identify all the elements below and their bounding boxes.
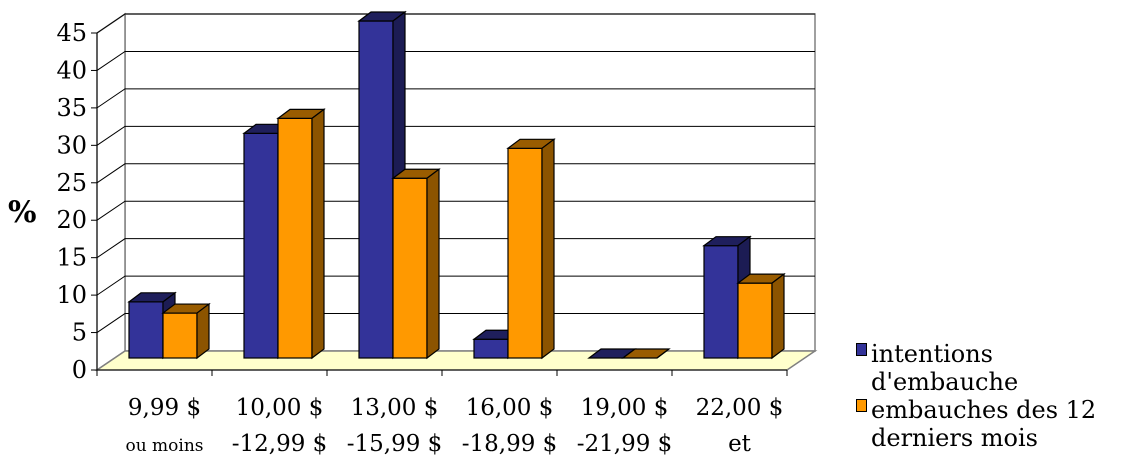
gridline: [96, 275, 815, 296]
x-category-label: 22,00 $: [696, 395, 784, 421]
x-category-label: ou moins: [125, 436, 203, 456]
y-tick-label: 40: [56, 56, 87, 84]
legend: intentions d'embauche embauches des 12 d…: [853, 340, 1131, 452]
gridlines: [96, 13, 815, 333]
bar-2-1: [161, 302, 211, 360]
legend-item-series-2: embauches des 12 derniers mois: [853, 396, 1131, 452]
bar-front: [128, 301, 164, 359]
x-category-label: 19,00 $: [581, 395, 669, 421]
bar-side: [541, 138, 555, 360]
bar-front: [703, 245, 739, 359]
x-category-label: 16,00 $: [466, 395, 554, 421]
bar-front: [507, 147, 543, 359]
y-tick-label: 20: [56, 206, 87, 234]
gridline: [96, 163, 815, 184]
y-tick-label: 0: [72, 356, 87, 384]
y-axis-label: %: [8, 195, 37, 230]
y-axis: 0 5 10 15 20 25 30 35 40 45: [56, 19, 98, 384]
bar-front: [358, 20, 394, 359]
x-category-label: -12,99 $: [232, 431, 328, 457]
x-category-label: 9,99 $: [128, 395, 201, 421]
bars: [127, 10, 786, 360]
y-tick-label: 35: [56, 94, 87, 122]
legend-swatch-series-2: [856, 399, 867, 412]
bar-side: [426, 168, 440, 360]
bar-front: [243, 132, 279, 359]
bar-front: [473, 338, 509, 359]
bar-2-5: [621, 348, 671, 359]
legend-label-series-2: embauches des 12 derniers mois: [871, 396, 1097, 452]
y-tick-label: 15: [56, 244, 87, 272]
bar-front: [277, 117, 313, 359]
gridline: [96, 313, 815, 333]
legend-item-series-1: intentions d'embauche: [853, 340, 1131, 396]
legend-label-series-1: intentions d'embauche: [871, 340, 1019, 396]
chart-walls: [94, 12, 818, 372]
gridline: [96, 125, 815, 146]
gridline: [96, 238, 815, 259]
bar-front: [162, 312, 198, 359]
bar-2-2: [276, 108, 326, 360]
x-category-label: -15,99 $: [347, 431, 443, 457]
x-category-label: -21,99 $: [577, 431, 673, 457]
gridline: [96, 13, 815, 34]
x-category-label: 13,00 $: [351, 395, 439, 421]
bar-2-6: [736, 272, 786, 360]
y-tick-label: 5: [72, 319, 87, 347]
x-category-label: 10,00 $: [236, 395, 324, 421]
bar-side: [196, 302, 210, 360]
bar-side: [771, 272, 785, 360]
legend-swatch-series-1: [856, 343, 867, 356]
y-tick-label: 30: [56, 131, 87, 159]
bar-front: [737, 282, 773, 359]
y-tick-label: 45: [56, 19, 87, 47]
bar-2-3: [391, 168, 441, 360]
y-tick-label: 10: [56, 281, 87, 309]
bar-side: [656, 348, 670, 359]
bar-2-4: [506, 138, 556, 360]
x-axis: 9,99 $ ou moins 10,00 $ -12,99 $ 13,00 $ -15,…: [96, 369, 788, 457]
bar-front: [392, 177, 428, 359]
gridline: [96, 200, 815, 221]
y-tick-label: 25: [56, 169, 87, 197]
gridline: [96, 88, 815, 109]
gridline: [96, 50, 815, 71]
bar-side: [311, 108, 325, 360]
x-category-label: -18,99 $: [462, 431, 558, 457]
back-wall: [124, 13, 816, 352]
x-category-label: et: [728, 431, 752, 457]
